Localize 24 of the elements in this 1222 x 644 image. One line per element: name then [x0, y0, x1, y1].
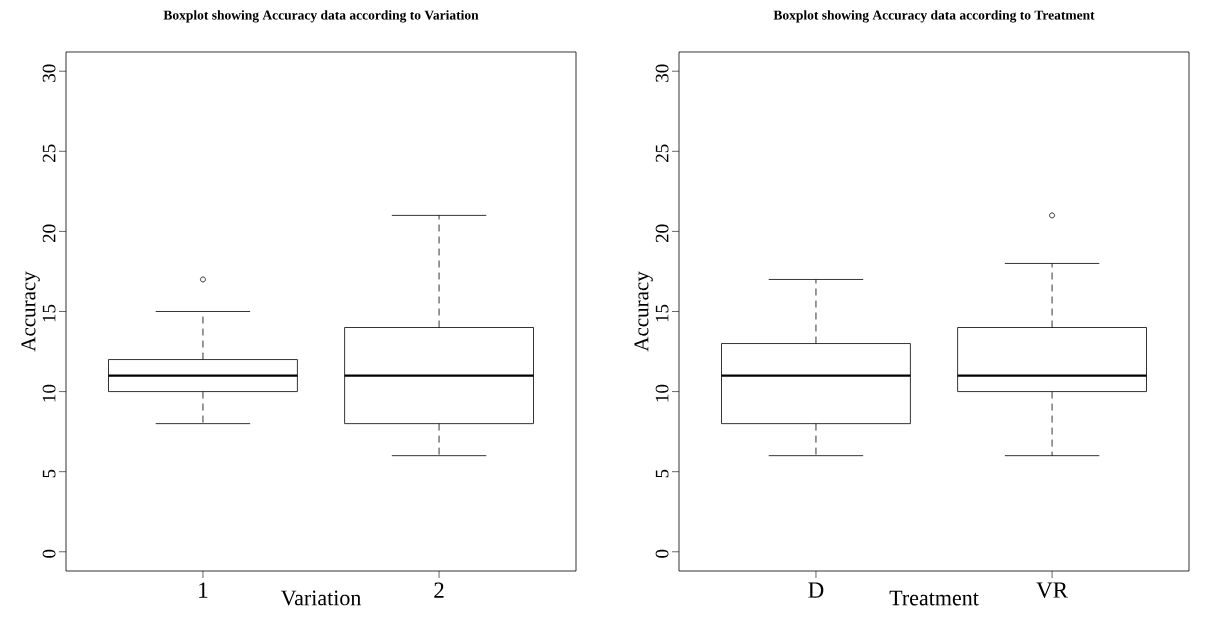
y-tick-label: 20 [42, 224, 56, 243]
chart-title: Boxplot showing Accuracy data according to Treatment [773, 10, 1095, 23]
y-tick-label: 25 [42, 144, 56, 162]
y-tick-label: 10 [655, 384, 669, 402]
y-tick-label: 20 [655, 224, 669, 243]
x-axis-title: Treatment [889, 590, 979, 606]
x-tick-label: D [808, 582, 824, 598]
x-tick-label: 1 [199, 582, 208, 598]
y-tick-label: 10 [42, 384, 56, 402]
x-axis-title: Variation [280, 590, 362, 606]
y-axis-title: Accuracy [21, 271, 40, 352]
y-tick-label: 30 [42, 64, 56, 82]
y-tick-label: 0 [655, 549, 669, 558]
x-tick-label: 2 [434, 582, 444, 598]
y-tick-label: 25 [655, 144, 669, 162]
chart-title: Boxplot showing Accuracy data according to Variation [163, 10, 479, 23]
y-tick-label: 5 [42, 469, 56, 478]
y-tick-label: 15 [42, 304, 56, 322]
y-axis-title: Accuracy [634, 271, 653, 352]
y-tick-label: 30 [655, 64, 669, 82]
y-tick-label: 0 [42, 549, 56, 558]
y-tick-label: 15 [655, 304, 669, 322]
y-tick-label: 5 [655, 469, 669, 478]
x-tick-label: VR [1036, 582, 1069, 598]
